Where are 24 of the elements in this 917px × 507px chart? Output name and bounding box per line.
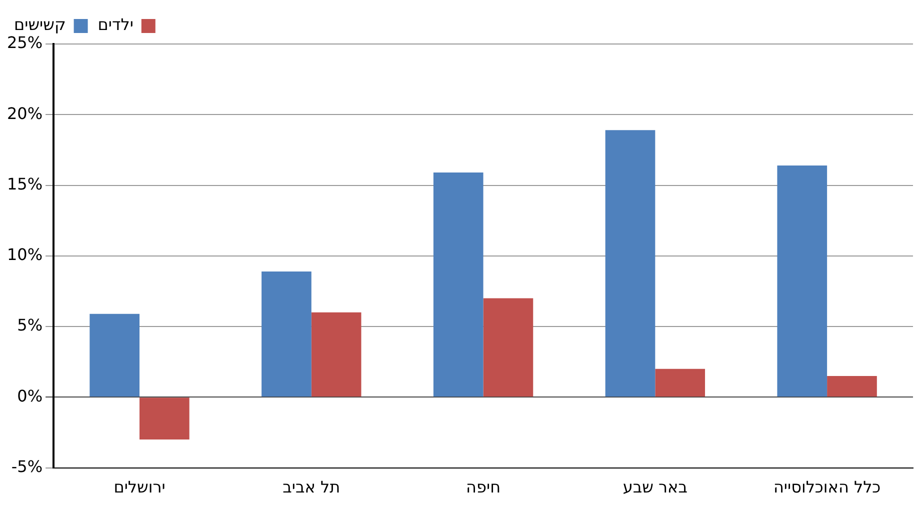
legend-label: קשישים [14,15,66,34]
x-tick-label: כלל האוכלוסייה [773,478,881,497]
y-tick-label: 5% [17,316,43,335]
y-tick-label: 0% [17,386,43,406]
bar [90,314,140,397]
x-tick-label: ירושלים [114,478,166,497]
y-tick-label: 25% [7,33,43,52]
y-tick-label: -5% [11,456,43,476]
bar [777,165,828,397]
bar [605,130,656,397]
bar [140,398,190,440]
bar [262,271,312,397]
bar [655,368,706,397]
bar [433,172,484,397]
legend-label: ילדים [98,15,134,34]
x-tick-label: חיפה [466,478,501,497]
bar [483,298,534,397]
x-tick-label: תל אביב [282,478,340,497]
y-tick-label: 10% [7,245,43,264]
y-tick-label: 20% [7,104,43,123]
bar [827,376,877,397]
x-tick-label: באר שבע [622,478,688,497]
y-tick-label: 15% [7,174,43,194]
bar [311,312,362,397]
